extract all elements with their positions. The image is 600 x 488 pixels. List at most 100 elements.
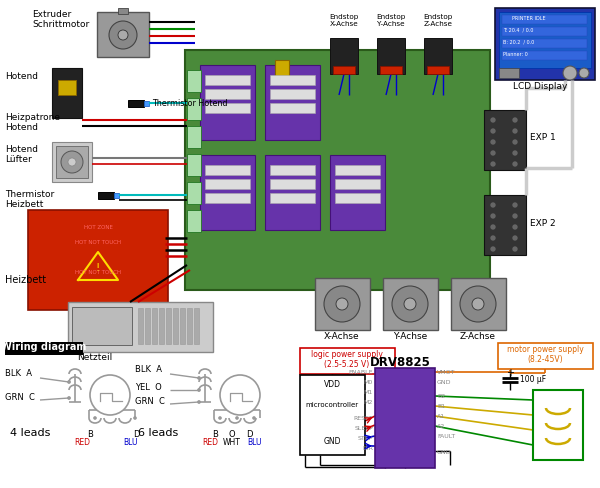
- Circle shape: [68, 158, 76, 166]
- Text: Heizbett: Heizbett: [5, 275, 46, 285]
- Bar: [159, 308, 164, 344]
- Circle shape: [67, 396, 71, 400]
- Text: HOT NOT TOUCH: HOT NOT TOUCH: [75, 270, 121, 275]
- Text: Extruder
Schrittmotor: Extruder Schrittmotor: [32, 10, 89, 29]
- Text: EXP 2: EXP 2: [530, 219, 556, 227]
- Text: BLK  A: BLK A: [135, 366, 162, 374]
- Text: VMOT: VMOT: [437, 369, 455, 374]
- Circle shape: [512, 246, 518, 252]
- Text: +: +: [506, 368, 514, 378]
- Bar: [187, 182, 201, 204]
- Circle shape: [197, 377, 200, 380]
- Circle shape: [404, 298, 416, 310]
- Bar: [205, 179, 250, 189]
- Text: Planner: 0: Planner: 0: [503, 52, 528, 57]
- Bar: [300, 375, 365, 455]
- Bar: [144, 101, 149, 106]
- Text: Wiring diagram: Wiring diagram: [1, 342, 86, 352]
- Bar: [484, 195, 526, 255]
- Text: A2: A2: [437, 425, 445, 429]
- Bar: [427, 66, 449, 74]
- Circle shape: [490, 224, 496, 230]
- Circle shape: [490, 202, 496, 208]
- Bar: [502, 51, 587, 60]
- Bar: [502, 27, 587, 36]
- Text: Endstop
Y-Achse: Endstop Y-Achse: [376, 14, 406, 27]
- Circle shape: [90, 375, 130, 415]
- Text: B2: B2: [437, 394, 445, 400]
- Text: DRV8825: DRV8825: [370, 356, 430, 369]
- Bar: [330, 155, 385, 230]
- Text: Hotend
Lüfter: Hotend Lüfter: [5, 145, 38, 164]
- Bar: [265, 155, 320, 230]
- Circle shape: [512, 150, 518, 156]
- Circle shape: [512, 117, 518, 123]
- Text: D: D: [133, 430, 139, 439]
- Circle shape: [61, 151, 83, 173]
- Bar: [484, 110, 526, 170]
- Text: YEL  O: YEL O: [135, 383, 162, 391]
- Bar: [377, 38, 405, 74]
- Circle shape: [472, 298, 484, 310]
- Text: LCD Display: LCD Display: [513, 82, 567, 91]
- Circle shape: [133, 416, 137, 420]
- Text: 4 leads: 4 leads: [10, 428, 50, 438]
- Bar: [499, 12, 591, 68]
- Circle shape: [490, 139, 496, 145]
- Bar: [270, 193, 315, 203]
- Bar: [185, 50, 490, 290]
- Bar: [128, 100, 144, 107]
- Bar: [187, 308, 192, 344]
- Text: !: !: [96, 263, 100, 273]
- Bar: [205, 89, 250, 99]
- Text: B: B: [212, 430, 218, 439]
- Bar: [52, 142, 92, 182]
- Text: STEP: STEP: [358, 435, 373, 441]
- Circle shape: [512, 235, 518, 241]
- Text: M2: M2: [364, 400, 373, 405]
- Bar: [383, 278, 438, 330]
- Bar: [194, 308, 199, 344]
- Bar: [145, 308, 150, 344]
- Bar: [28, 210, 168, 310]
- Text: GND: GND: [323, 437, 341, 446]
- Text: Thermistor Hotend: Thermistor Hotend: [152, 99, 227, 108]
- Circle shape: [512, 128, 518, 134]
- Bar: [187, 70, 201, 92]
- Text: GND: GND: [437, 449, 452, 454]
- Bar: [52, 68, 82, 118]
- Bar: [375, 368, 435, 468]
- Circle shape: [512, 213, 518, 219]
- Circle shape: [197, 388, 200, 391]
- Bar: [166, 308, 171, 344]
- Text: RESET: RESET: [353, 415, 373, 421]
- Circle shape: [512, 161, 518, 167]
- Text: D: D: [246, 430, 252, 439]
- Circle shape: [512, 139, 518, 145]
- Bar: [56, 146, 88, 178]
- Text: Endstop
Z-Achse: Endstop Z-Achse: [424, 14, 452, 27]
- Bar: [152, 308, 157, 344]
- Bar: [333, 66, 355, 74]
- Text: Hotend: Hotend: [5, 72, 38, 81]
- Bar: [68, 302, 213, 352]
- Circle shape: [109, 21, 137, 49]
- Bar: [200, 65, 255, 140]
- Circle shape: [94, 416, 97, 420]
- Text: EXP 1: EXP 1: [530, 134, 556, 142]
- Circle shape: [118, 30, 128, 40]
- Circle shape: [490, 246, 496, 252]
- Text: 6 leads: 6 leads: [138, 428, 178, 438]
- Circle shape: [490, 117, 496, 123]
- Text: A1: A1: [437, 414, 445, 420]
- Circle shape: [235, 416, 239, 420]
- Bar: [424, 38, 452, 74]
- Bar: [114, 193, 119, 198]
- Bar: [499, 68, 519, 78]
- Circle shape: [197, 401, 200, 404]
- Bar: [502, 39, 587, 48]
- Bar: [502, 15, 587, 24]
- Bar: [270, 89, 315, 99]
- Circle shape: [490, 235, 496, 241]
- Text: B: B: [87, 430, 93, 439]
